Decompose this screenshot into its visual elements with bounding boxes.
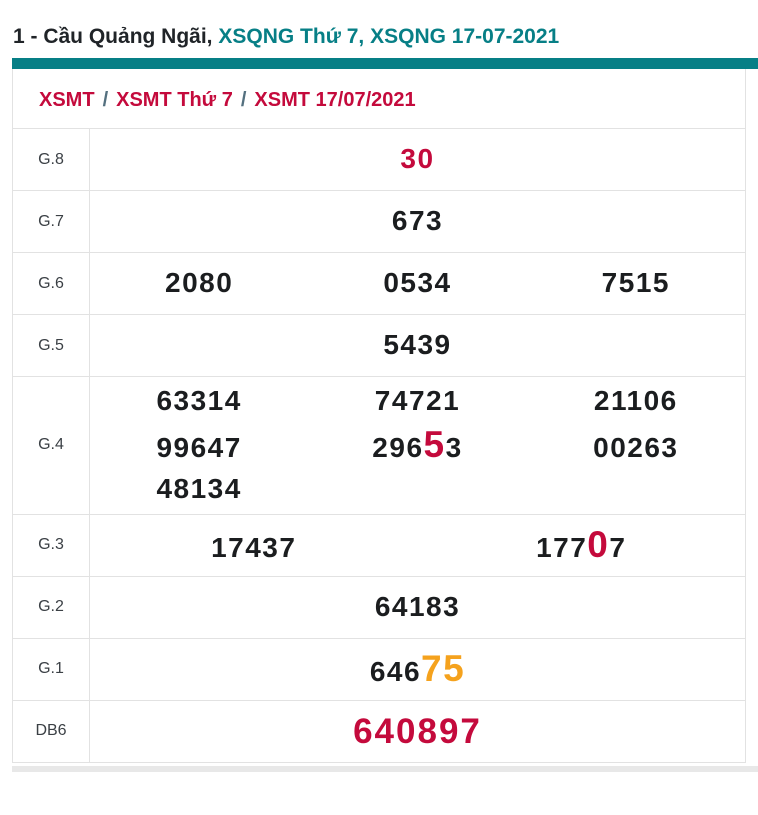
prize-number: 21106 xyxy=(527,383,745,419)
prize-number: 7515 xyxy=(527,265,745,301)
breadcrumb-link[interactable]: XSMT 17/07/2021 xyxy=(254,89,416,111)
prize-row: G.3 17437 17707 xyxy=(13,514,745,577)
number-segment: 74721 xyxy=(374,385,461,416)
prize-line: 64675 xyxy=(90,645,745,693)
prize-number: 99647 xyxy=(90,430,308,466)
prize-number: 00263 xyxy=(527,430,745,466)
prize-row: G.7 673 xyxy=(13,191,745,253)
number-segment: 5439 xyxy=(383,329,452,361)
page: 1 - Cầu Quảng Ngãi, XSQNG Thứ 7, XSQNG 1… xyxy=(0,25,758,772)
prize-number: 48134 xyxy=(90,471,308,507)
prize-line: 17437 17707 xyxy=(90,521,745,569)
number-segment: 640897 xyxy=(353,711,482,751)
prize-label: G.7 xyxy=(13,191,90,252)
prize-label: G.2 xyxy=(13,576,90,638)
prize-line: 99647 29653 00263 xyxy=(90,421,745,469)
prize-label: DB6 xyxy=(13,700,90,762)
breadcrumb-separator: / xyxy=(102,89,109,111)
prize-line: 64183 xyxy=(90,589,745,625)
prize-values: 2080 0534 7515 xyxy=(90,253,745,314)
prize-row: G.8 30 xyxy=(13,129,745,191)
number-segment: 2080 xyxy=(165,267,234,299)
prize-values: 64675 xyxy=(90,639,745,700)
prize-number: 673 xyxy=(90,203,745,239)
prize-number: 63314 xyxy=(90,383,308,419)
prize-values: 30 xyxy=(90,129,745,190)
prize-values: 673 xyxy=(90,191,745,252)
prize-number: 64675 xyxy=(90,645,745,693)
prize-line: 640897 xyxy=(90,709,745,755)
number-segment: 75 xyxy=(421,648,466,690)
prize-values: 17437 17707 xyxy=(90,515,745,576)
divider-bar xyxy=(12,58,758,69)
number-segment: 3 xyxy=(445,432,463,464)
prize-line: 48134 xyxy=(90,471,745,507)
prize-line: 63314 74721 21106 xyxy=(90,383,745,419)
results-table: G.8 30 G.7 673 G.6 2080 0534 7515 G.5 5439 G.4 6331… xyxy=(13,128,745,762)
breadcrumb-separator: / xyxy=(240,89,247,111)
prize-number: 5439 xyxy=(90,327,745,363)
number-segment: 99647 xyxy=(156,432,242,464)
prize-values: 5439 xyxy=(90,315,745,376)
number-segment: 17437 xyxy=(211,532,297,564)
prize-line: 2080 0534 7515 xyxy=(90,265,745,301)
number-segment: 30 xyxy=(400,143,435,175)
number-segment: 64183 xyxy=(374,591,461,623)
number-segment: 646 xyxy=(369,656,422,688)
prize-values: 640897 xyxy=(90,701,745,762)
breadcrumb-link[interactable]: XSMT Thứ 7 xyxy=(116,89,233,111)
prize-label: G.6 xyxy=(13,253,90,314)
number-segment: 0 xyxy=(587,524,610,566)
page-title: 1 - Cầu Quảng Ngãi, XSQNG Thứ 7, XSQNG 1… xyxy=(13,25,746,49)
number-segment: 673 xyxy=(391,205,444,237)
breadcrumb: XSMT / XSMT Thứ 7 / XSMT 17/07/2021 xyxy=(13,69,745,128)
page-title-teal: XSQNG Thứ 7, XSQNG 17-07-2021 xyxy=(218,25,560,48)
prize-label: G.8 xyxy=(13,129,90,190)
prize-line: 673 xyxy=(90,203,745,239)
prize-number: 30 xyxy=(90,141,745,177)
number-segment: 21106 xyxy=(593,385,678,416)
number-segment: 48134 xyxy=(156,473,242,505)
prize-line: 30 xyxy=(90,141,745,177)
prize-line: 5439 xyxy=(90,327,745,363)
prize-label: G.3 xyxy=(13,514,90,576)
prize-label: G.5 xyxy=(13,315,90,376)
prize-number: 17437 xyxy=(90,530,418,566)
prize-number: 0534 xyxy=(308,265,526,301)
prize-row: G.1 64675 xyxy=(13,638,745,701)
prize-row: G.4 63314 74721 21106 99647 29653 00263 48134 xyxy=(13,377,745,515)
prize-number: 17707 xyxy=(418,521,746,569)
results-panel: XSMT / XSMT Thứ 7/XSMT 17/07/2021 G.8 30 G.7… xyxy=(12,69,746,763)
number-segment: 296 xyxy=(372,432,424,464)
prize-number: 74721 xyxy=(308,383,526,419)
prize-number: 640897 xyxy=(90,709,745,755)
prize-number: 64183 xyxy=(90,589,745,625)
prize-number: 29653 xyxy=(308,421,526,469)
prize-number: 2080 xyxy=(90,265,308,301)
number-segment: 7515 xyxy=(601,267,670,299)
number-segment: 00263 xyxy=(593,432,679,464)
bottom-strip xyxy=(12,765,758,772)
prize-row: DB6 640897 xyxy=(13,700,745,762)
prize-row: G.5 5439 xyxy=(13,315,745,377)
number-segment: 7 xyxy=(609,532,627,564)
breadcrumb-link[interactable]: XSMT xyxy=(39,89,95,111)
prize-row: G.2 64183 xyxy=(13,576,745,639)
number-segment: 5 xyxy=(423,424,446,466)
prize-values: 63314 74721 21106 99647 29653 00263 48134 xyxy=(90,377,745,514)
number-segment: 0534 xyxy=(383,267,452,299)
page-title-dark: 1 - Cầu Quảng Ngãi, xyxy=(13,25,213,48)
number-segment: 63314 xyxy=(156,385,242,416)
prize-label: G.1 xyxy=(13,638,90,700)
prize-label: G.4 xyxy=(13,377,90,514)
number-segment: 177 xyxy=(536,532,588,564)
prize-values: 64183 xyxy=(90,577,745,638)
prize-row: G.6 2080 0534 7515 xyxy=(13,253,745,315)
